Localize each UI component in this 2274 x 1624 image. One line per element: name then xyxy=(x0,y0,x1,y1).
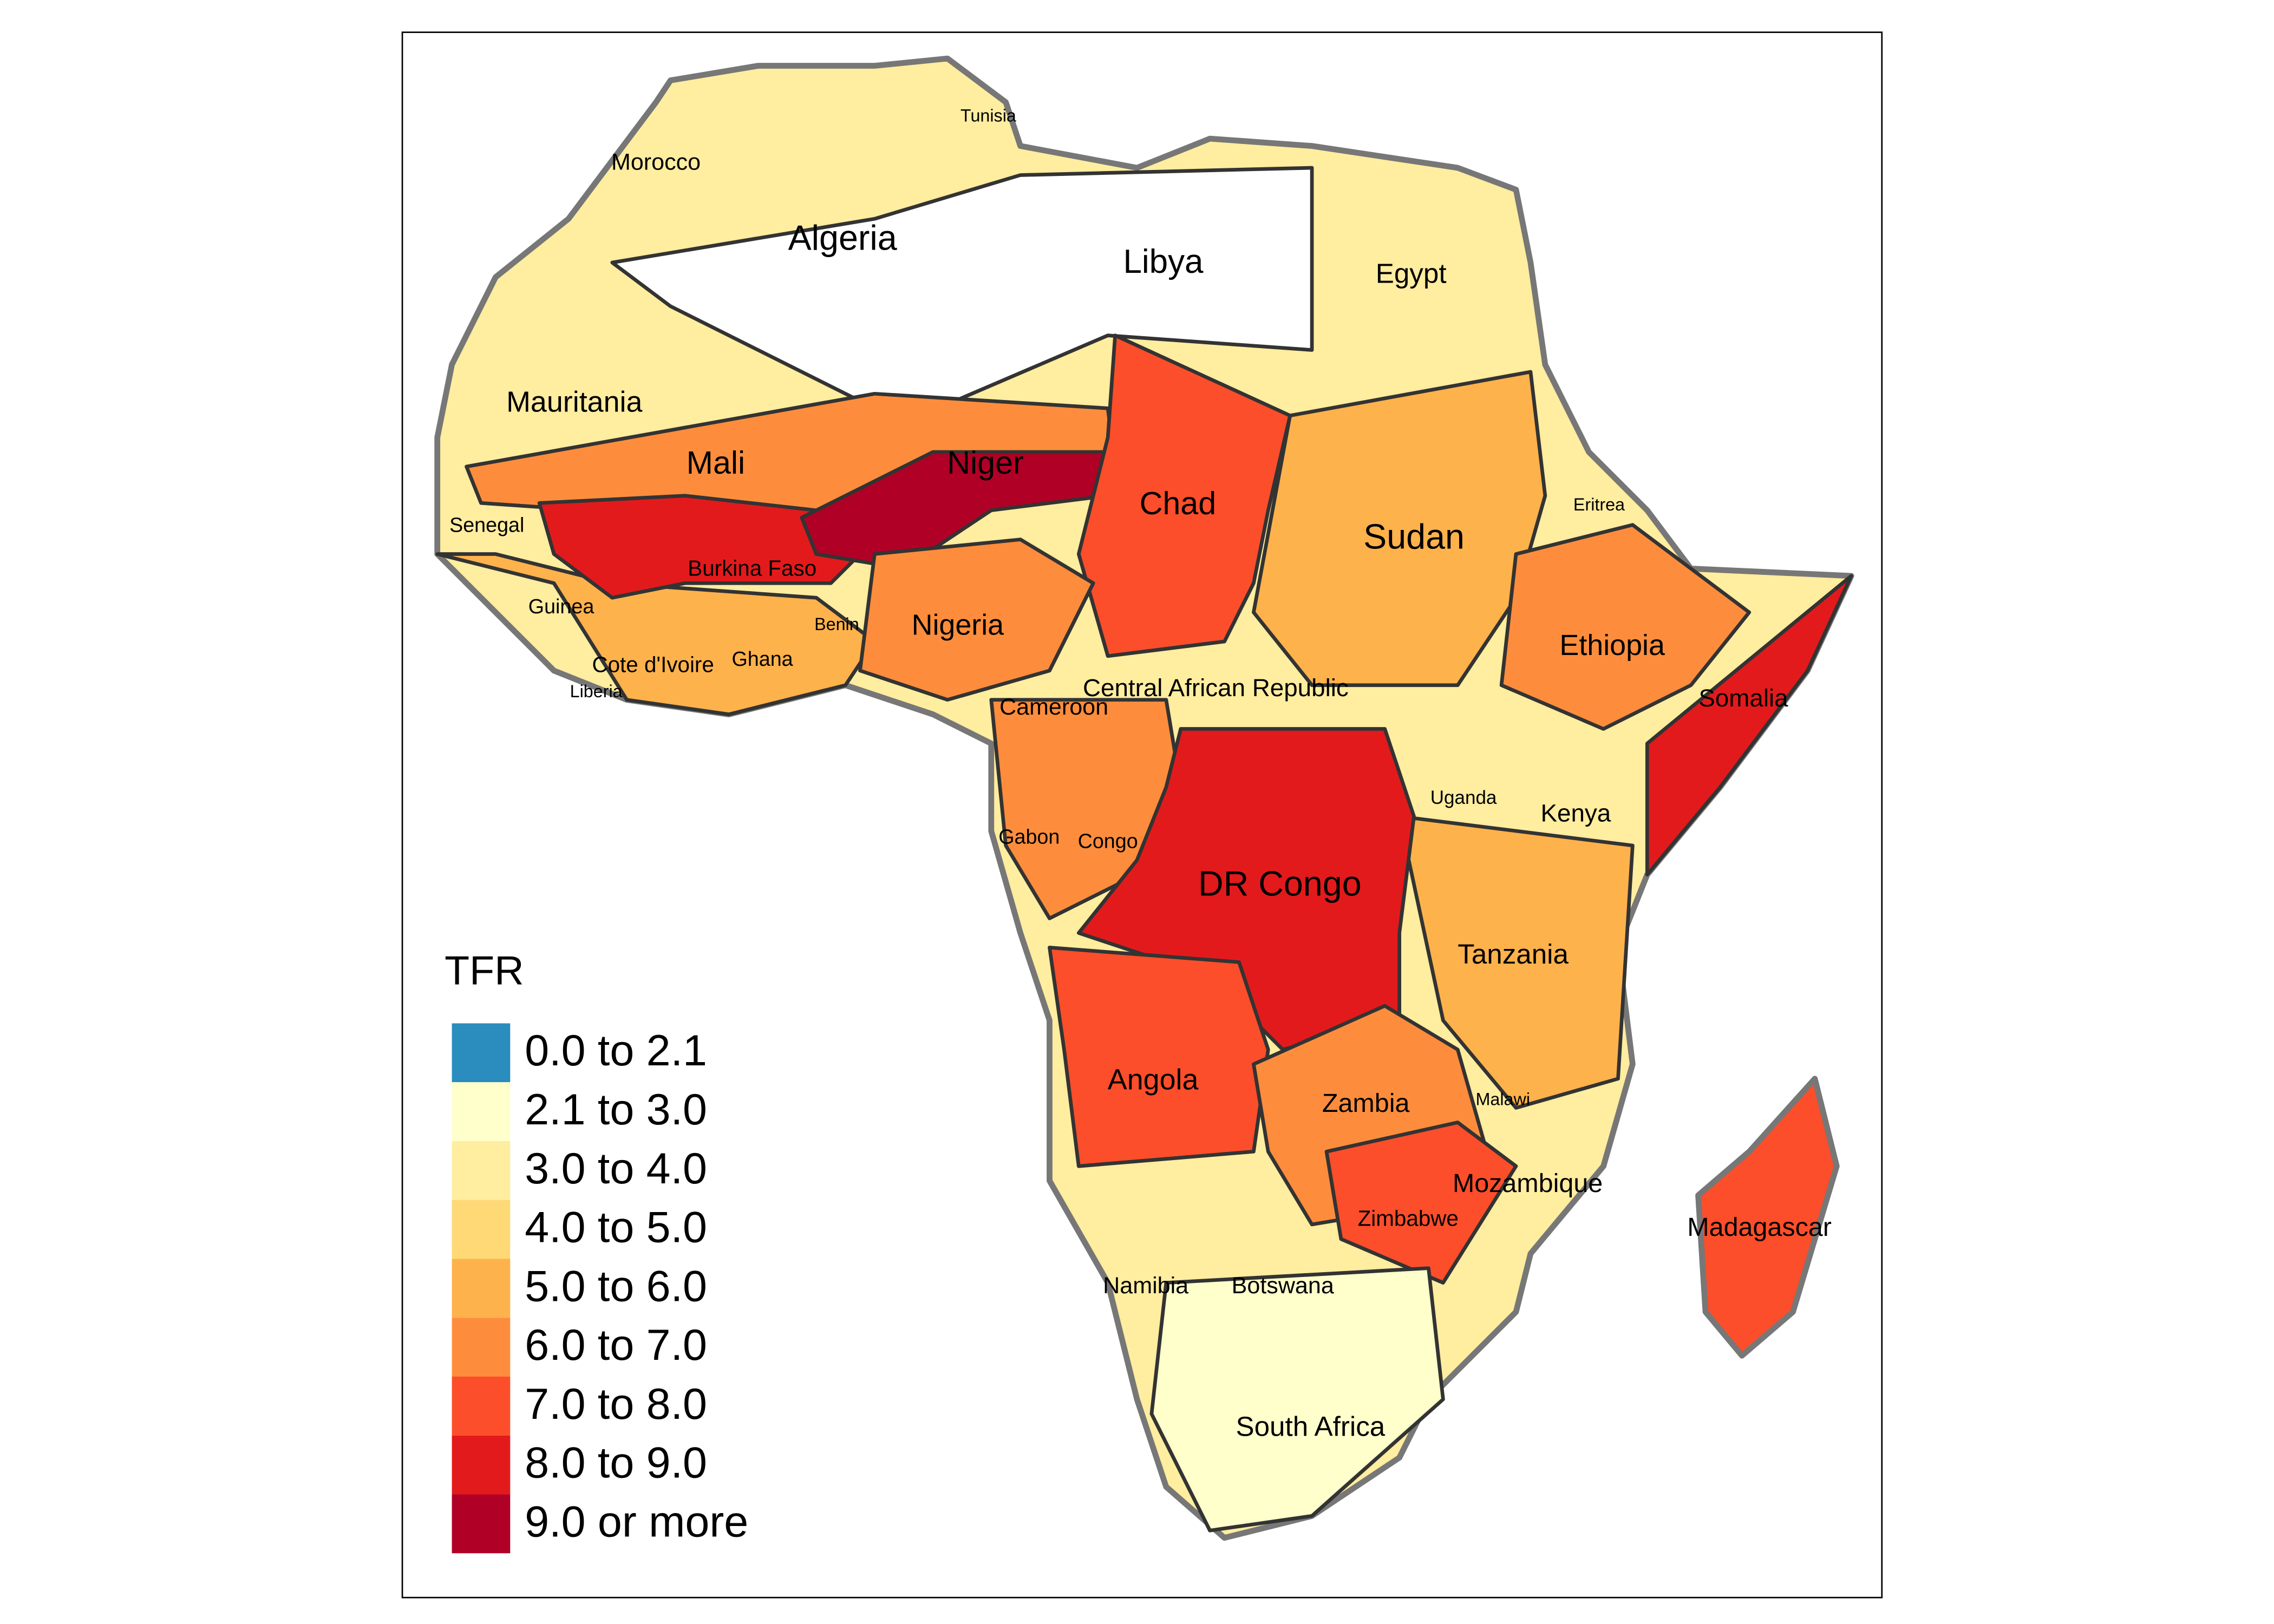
country-label: Uganda xyxy=(1430,787,1497,808)
legend-label: 8.0 to 9.0 xyxy=(525,1439,707,1488)
country-label: Egypt xyxy=(1376,258,1447,289)
country-label: Botswana xyxy=(1232,1273,1334,1299)
region xyxy=(537,494,877,600)
country-label: Zimbabwe xyxy=(1358,1206,1459,1231)
legend-title: TFR xyxy=(445,948,524,993)
region xyxy=(858,538,1095,702)
legend-swatch xyxy=(452,1377,511,1436)
legend-swatch xyxy=(452,1023,511,1083)
country-label: Libya xyxy=(1123,243,1204,280)
country-label: Tanzania xyxy=(1458,939,1569,970)
country-label: Sudan xyxy=(1363,518,1465,556)
country-label: DR Congo xyxy=(1198,864,1362,903)
country-label: Kenya xyxy=(1541,799,1611,827)
country-label: Eritrea xyxy=(1573,495,1625,514)
legend-label: 6.0 to 7.0 xyxy=(525,1321,707,1370)
country-label: Congo xyxy=(1078,829,1138,852)
legend-label: 9.0 or more xyxy=(525,1497,748,1546)
country-label: Cameroon xyxy=(999,694,1108,720)
legend-swatch xyxy=(452,1435,511,1495)
region xyxy=(1149,1266,1445,1533)
country-label: Central African Republic xyxy=(1083,674,1349,702)
region xyxy=(610,166,1314,425)
country-label: Chad xyxy=(1140,485,1217,521)
country-label: Burkina Faso xyxy=(688,556,816,581)
legend: 0.0 to 2.1 2.1 to 3.0 3.0 to 4.0 4.0 to 5.0… xyxy=(452,1023,748,1554)
legend-swatch xyxy=(452,1494,511,1554)
country-label: Mauritania xyxy=(506,385,642,418)
country-label: Gabon xyxy=(998,825,1060,848)
country-label: Cote d'Ivoire xyxy=(592,652,714,677)
country-label: Mozambique xyxy=(1453,1169,1603,1198)
region xyxy=(1645,574,1853,877)
legend-label: 3.0 to 4.0 xyxy=(525,1144,707,1193)
legend-label: 5.0 to 6.0 xyxy=(525,1262,707,1311)
country-label: Madagascar xyxy=(1687,1213,1832,1242)
legend-swatch xyxy=(452,1259,511,1318)
region xyxy=(1324,1121,1518,1285)
country-label: Angola xyxy=(1108,1063,1199,1096)
country-label: Benin xyxy=(814,614,859,634)
legend-label: 0.0 to 2.1 xyxy=(525,1026,707,1075)
regions xyxy=(434,55,1854,1541)
country-label: South Africa xyxy=(1236,1411,1386,1442)
country-label: Liberia xyxy=(570,682,623,701)
region xyxy=(1695,1076,1840,1359)
region xyxy=(1252,370,1547,687)
legend-label: 2.1 to 3.0 xyxy=(525,1085,707,1134)
legend-swatch xyxy=(452,1082,511,1141)
region xyxy=(1076,727,1416,1052)
region xyxy=(1397,814,1635,1110)
country-label: Somalia xyxy=(1698,684,1788,712)
legend-swatch xyxy=(452,1141,511,1200)
country-label: Niger xyxy=(947,444,1024,481)
country-label: Tunisia xyxy=(960,106,1016,125)
country-label: Mali xyxy=(687,444,746,481)
country-label: Algeria xyxy=(788,219,897,258)
country-label: Senegal xyxy=(449,513,524,536)
country-label: Zambia xyxy=(1322,1089,1410,1118)
region xyxy=(800,450,1110,571)
legend-swatch xyxy=(452,1200,511,1259)
country-label: Malawi xyxy=(1476,1090,1531,1109)
country-label: Nigeria xyxy=(912,608,1004,641)
legend-label: 4.0 to 5.0 xyxy=(525,1203,707,1252)
region xyxy=(1499,523,1752,731)
country-label: Namibia xyxy=(1103,1273,1188,1299)
country-label: Morocco xyxy=(611,149,701,175)
legend-label: 7.0 to 8.0 xyxy=(525,1380,707,1429)
country-label: Guinea xyxy=(528,595,594,618)
region xyxy=(1048,946,1270,1168)
country-labels: Tunisia Morocco Algeria Libya Egypt Mauritani… xyxy=(449,106,1832,1442)
legend-swatch xyxy=(452,1318,511,1377)
country-label: Ghana xyxy=(731,647,793,670)
country-label: Ethiopia xyxy=(1559,629,1665,662)
